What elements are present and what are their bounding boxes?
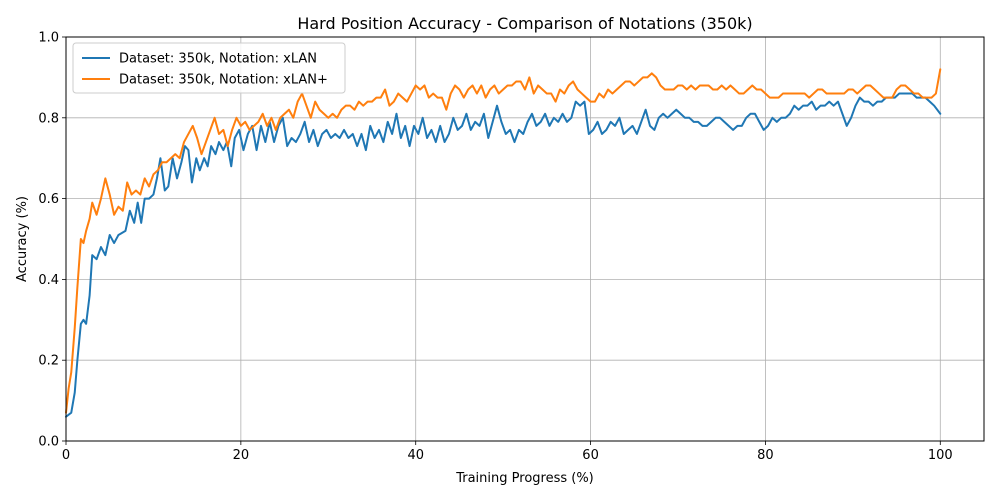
series-line-2 bbox=[65, 68, 942, 414]
legend-entry: Dataset: 350k, Notation: xLAN+ bbox=[119, 73, 328, 88]
plot-area bbox=[65, 68, 942, 418]
y-tick-label: 0.8 bbox=[38, 111, 59, 126]
legend: Dataset: 350k, Notation: xLAN Dataset: 35… bbox=[72, 42, 346, 94]
y-tick-label: 0.6 bbox=[38, 192, 59, 207]
x-tick-label: 80 bbox=[757, 448, 774, 463]
y-tick-label: 0.2 bbox=[38, 354, 59, 369]
chart-title: Hard Position Accuracy - Comparison of N… bbox=[297, 14, 752, 33]
plot-frame bbox=[65, 36, 985, 442]
x-axis: 0 20 40 60 80 100 bbox=[62, 441, 953, 463]
y-tick-label: 0.4 bbox=[38, 273, 59, 288]
y-tick-label: 1.0 bbox=[38, 31, 59, 46]
x-axis-label: Training Progress (%) bbox=[455, 471, 594, 486]
y-axis-label: Accuracy (%) bbox=[15, 196, 30, 282]
legend-box bbox=[72, 42, 346, 94]
x-tick-label: 20 bbox=[233, 448, 250, 463]
x-tick-label: 60 bbox=[582, 448, 599, 463]
y-tick-label: 0.0 bbox=[38, 435, 59, 450]
series-line-1 bbox=[65, 92, 942, 418]
legend-entry: Dataset: 350k, Notation: xLAN bbox=[119, 52, 317, 67]
x-tick-label: 0 bbox=[62, 448, 70, 463]
x-tick-label: 100 bbox=[928, 448, 953, 463]
x-tick-label: 40 bbox=[407, 448, 424, 463]
y-axis: 0.0 0.2 0.4 0.6 0.8 1.0 bbox=[38, 31, 66, 450]
